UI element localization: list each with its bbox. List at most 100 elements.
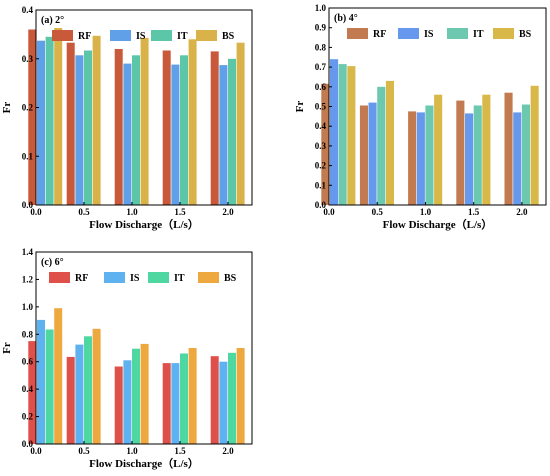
bar <box>330 59 339 206</box>
bar <box>54 308 63 444</box>
legend-swatch <box>398 28 419 39</box>
bar <box>75 344 84 444</box>
bar <box>321 83 330 205</box>
y-axis-title: Fr <box>1 102 13 114</box>
bar <box>210 51 219 206</box>
bar <box>359 105 368 205</box>
bar <box>45 36 54 205</box>
bar <box>228 58 236 205</box>
legend-swatch <box>151 30 172 41</box>
bar <box>347 66 356 205</box>
bar <box>123 360 132 444</box>
x-axis-title: Flow Discharge（L/s） <box>89 218 199 231</box>
legend-label: RF <box>75 273 88 284</box>
legend-label: IS <box>136 31 146 42</box>
bar <box>236 42 245 206</box>
bar <box>114 49 123 205</box>
legend-label: IS <box>424 29 434 40</box>
bar <box>162 363 171 444</box>
bar <box>368 102 377 205</box>
x-tick-label: 1.5 <box>468 207 480 217</box>
y-tick-label: 0.6 <box>315 82 327 92</box>
y-tick-label: 0.8 <box>315 42 327 52</box>
bar <box>132 55 140 205</box>
y-tick-label: 0.1 <box>315 180 327 190</box>
y-tick-label: 0.0 <box>315 200 327 210</box>
y-tick-label: 1.0 <box>315 3 327 13</box>
bar <box>188 348 197 444</box>
legend-label: IT <box>473 29 484 40</box>
bar <box>54 28 63 205</box>
bar <box>456 100 465 205</box>
bar <box>425 105 434 205</box>
x-tick-label: 1.0 <box>126 446 138 456</box>
bar <box>171 363 180 444</box>
bar <box>162 50 171 205</box>
chart-panel: 0.0 0.1 0.2 0.3 0.4 0.5 0.6 0.7 0.8 0.9 1.0 0.0 0.5 1… <box>294 3 547 231</box>
x-tick-label: 0.5 <box>372 207 384 217</box>
legend-label: IT <box>177 31 188 42</box>
panel-label: (c) 6° <box>41 257 64 268</box>
y-tick-label: 0.5 <box>315 102 327 112</box>
x-axis-title: Flow Discharge（L/s） <box>383 218 493 231</box>
x-tick-label: 0.0 <box>30 207 42 217</box>
x-tick-label: 2.0 <box>222 207 234 217</box>
bar <box>123 63 132 205</box>
legend-swatch <box>49 272 70 283</box>
bar <box>228 352 236 444</box>
bar <box>171 64 180 205</box>
y-tick-label: 0.8 <box>22 329 34 339</box>
bar <box>236 348 245 444</box>
x-tick-label: 1.5 <box>174 446 186 456</box>
y-tick-label: 0.9 <box>315 23 327 33</box>
legend-swatch <box>347 28 368 39</box>
bar <box>530 85 539 205</box>
legend-label: IT <box>174 273 185 284</box>
y-tick-label: 0.1 <box>22 151 34 161</box>
y-tick-label: 0.0 <box>22 200 34 210</box>
bar <box>473 105 482 205</box>
legend-swatch <box>104 272 125 283</box>
x-tick-label: 1.5 <box>174 207 186 217</box>
y-axis-title: Fr <box>294 101 306 113</box>
legend-label: IS <box>130 273 140 284</box>
legend-swatch <box>110 30 131 41</box>
y-tick-label: 1.2 <box>22 274 34 284</box>
bar <box>385 80 394 205</box>
bar <box>114 366 123 444</box>
legend-label: BS <box>224 273 237 284</box>
y-tick-label: 1.4 <box>22 247 34 257</box>
legend-label: BS <box>519 29 532 40</box>
bar <box>416 112 425 205</box>
bar <box>219 361 228 444</box>
y-axis-title: Fr <box>1 342 13 354</box>
y-tick-label: 0.7 <box>315 62 327 72</box>
x-tick-label: 0.5 <box>78 207 90 217</box>
bar <box>140 37 149 205</box>
panel-label: (b) 4° <box>334 13 358 24</box>
y-tick-label: 0.4 <box>315 121 327 131</box>
bar <box>132 348 140 444</box>
y-tick-label: 0.2 <box>22 412 34 422</box>
x-tick-label: 0.5 <box>78 446 90 456</box>
legend-swatch <box>148 272 169 283</box>
panel-label: (a) 2° <box>41 15 64 26</box>
bar <box>45 329 54 444</box>
bar <box>377 86 386 205</box>
bar <box>210 356 219 444</box>
bar <box>75 55 84 205</box>
legend-swatch <box>493 28 514 39</box>
x-tick-label: 0.0 <box>323 207 335 217</box>
legend-swatch <box>196 30 217 41</box>
bar <box>219 65 228 205</box>
bar <box>66 356 75 444</box>
legend-label: BS <box>222 31 235 42</box>
x-tick-label: 1.0 <box>420 207 432 217</box>
y-tick-label: 0.3 <box>22 54 34 64</box>
legend-swatch <box>198 272 219 283</box>
bar <box>92 35 101 205</box>
x-tick-label: 1.0 <box>126 207 138 217</box>
bar <box>188 39 197 206</box>
bar <box>180 55 188 205</box>
